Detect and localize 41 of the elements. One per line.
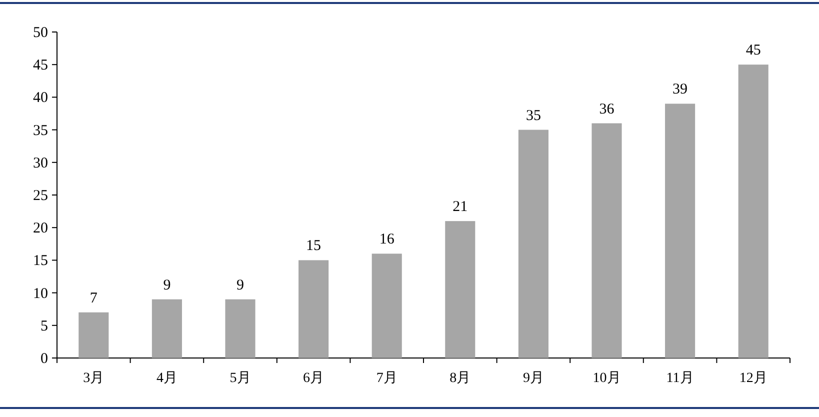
bar — [665, 104, 696, 358]
bar — [298, 260, 329, 358]
bar — [152, 299, 182, 358]
y-tick-label: 30 — [33, 155, 48, 172]
bar — [592, 123, 622, 358]
data-label: 36 — [599, 101, 615, 118]
x-tick-label: 10月 — [592, 371, 621, 386]
y-tick-label: 10 — [33, 286, 48, 302]
data-label: 39 — [672, 82, 688, 98]
x-tick-label: 5月 — [230, 371, 251, 386]
y-tick-label: 5 — [40, 318, 48, 334]
bar — [518, 130, 548, 358]
x-tick-label: 6月 — [303, 371, 324, 386]
x-tick-label: 11月 — [666, 371, 694, 386]
y-tick-label: 0 — [40, 351, 48, 367]
data-label: 35 — [526, 108, 541, 124]
bar — [445, 221, 476, 358]
data-label: 21 — [452, 199, 468, 216]
data-label: 15 — [306, 238, 322, 254]
data-label: 45 — [746, 42, 761, 59]
data-label: 9 — [236, 277, 244, 294]
x-tick-label: 12月 — [739, 371, 768, 386]
bar — [738, 64, 768, 358]
bar — [372, 254, 402, 358]
data-label: 7 — [90, 290, 98, 306]
x-tick-label: 3月 — [83, 371, 104, 386]
y-tick-label: 40 — [33, 90, 48, 106]
data-label: 9 — [163, 277, 171, 294]
x-tick-label: 8月 — [450, 371, 471, 386]
x-tick-label: 4月 — [156, 371, 178, 386]
bar — [78, 312, 109, 358]
bar — [225, 299, 256, 358]
x-tick-label: 9月 — [522, 371, 544, 386]
x-tick-label: 7月 — [376, 371, 398, 386]
data-label: 16 — [379, 232, 395, 248]
y-tick-label: 50 — [33, 25, 48, 41]
y-tick-label: 20 — [33, 220, 48, 237]
y-tick-label: 45 — [33, 58, 48, 74]
y-tick-label: 15 — [33, 253, 48, 270]
y-tick-label: 25 — [33, 188, 48, 204]
y-tick-label: 35 — [33, 122, 48, 139]
